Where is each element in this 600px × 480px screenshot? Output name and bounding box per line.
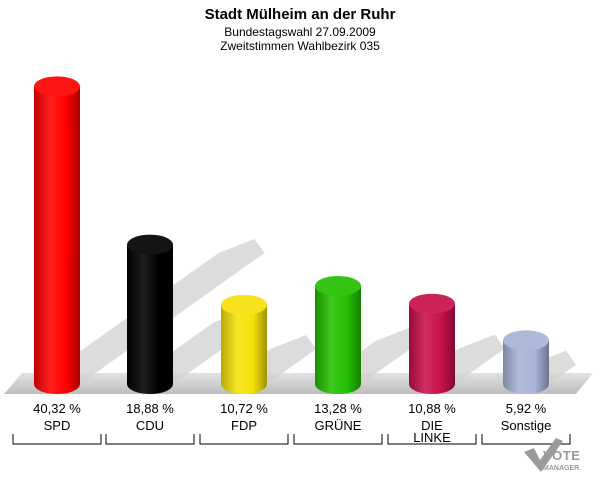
- value-label: 18,88 %: [126, 401, 174, 416]
- vote-check-icon: [524, 438, 563, 472]
- vote-manager-logo: VOTE MANAGER: [524, 438, 580, 472]
- bar-top-cap: [221, 294, 267, 315]
- category-label: Sonstige: [501, 418, 552, 433]
- bar-fdp: [221, 304, 267, 394]
- bar-gr-ne: [315, 285, 361, 394]
- value-label: 10,72 %: [220, 401, 268, 416]
- bar-die-linke: [409, 303, 455, 394]
- value-label: 13,28 %: [314, 401, 362, 416]
- category-label: CDU: [136, 418, 164, 433]
- bar-top-cap: [315, 275, 361, 296]
- category-label: LINKE: [413, 430, 451, 445]
- bar-top-cap: [34, 76, 80, 97]
- value-labels: 40,32 % 18,88 % 10,72 % 13,28 % 10,88 % 5,92 …: [33, 401, 547, 416]
- logo-line-1: VOTE: [543, 448, 580, 463]
- category-label: FDP: [231, 418, 257, 433]
- category-label: GRÜNE: [315, 418, 362, 433]
- category-bracket: [12, 434, 102, 445]
- bar-cdu: [127, 244, 173, 394]
- category-bracket: [105, 434, 195, 445]
- bar-sonstige: [503, 340, 549, 394]
- bar-shadows: [34, 239, 577, 384]
- bar-top-cap: [409, 293, 455, 314]
- value-label: 40,32 %: [33, 401, 81, 416]
- bar-top-cap: [127, 234, 173, 255]
- category-bracket: [481, 434, 571, 445]
- category-bracket: [387, 434, 477, 445]
- bars: [34, 76, 549, 395]
- value-label: 5,92 %: [506, 401, 547, 416]
- logo-line-2: MANAGER: [543, 465, 579, 472]
- category-bracket: [293, 434, 383, 445]
- category-bracket: [199, 434, 289, 445]
- category-label: SPD: [44, 418, 71, 433]
- value-label: 10,88 %: [408, 401, 456, 416]
- category-label: DIE: [421, 418, 443, 433]
- chart-subtitle-date: Bundestagswahl 27.09.2009: [224, 25, 376, 39]
- bar-spd: [34, 86, 80, 395]
- chart-subtitle-district: Zweitstimmen Wahlbezirk 035: [220, 39, 380, 53]
- bar-top-cap: [503, 330, 549, 351]
- chart-title: Stadt Mülheim an der Ruhr: [205, 6, 396, 23]
